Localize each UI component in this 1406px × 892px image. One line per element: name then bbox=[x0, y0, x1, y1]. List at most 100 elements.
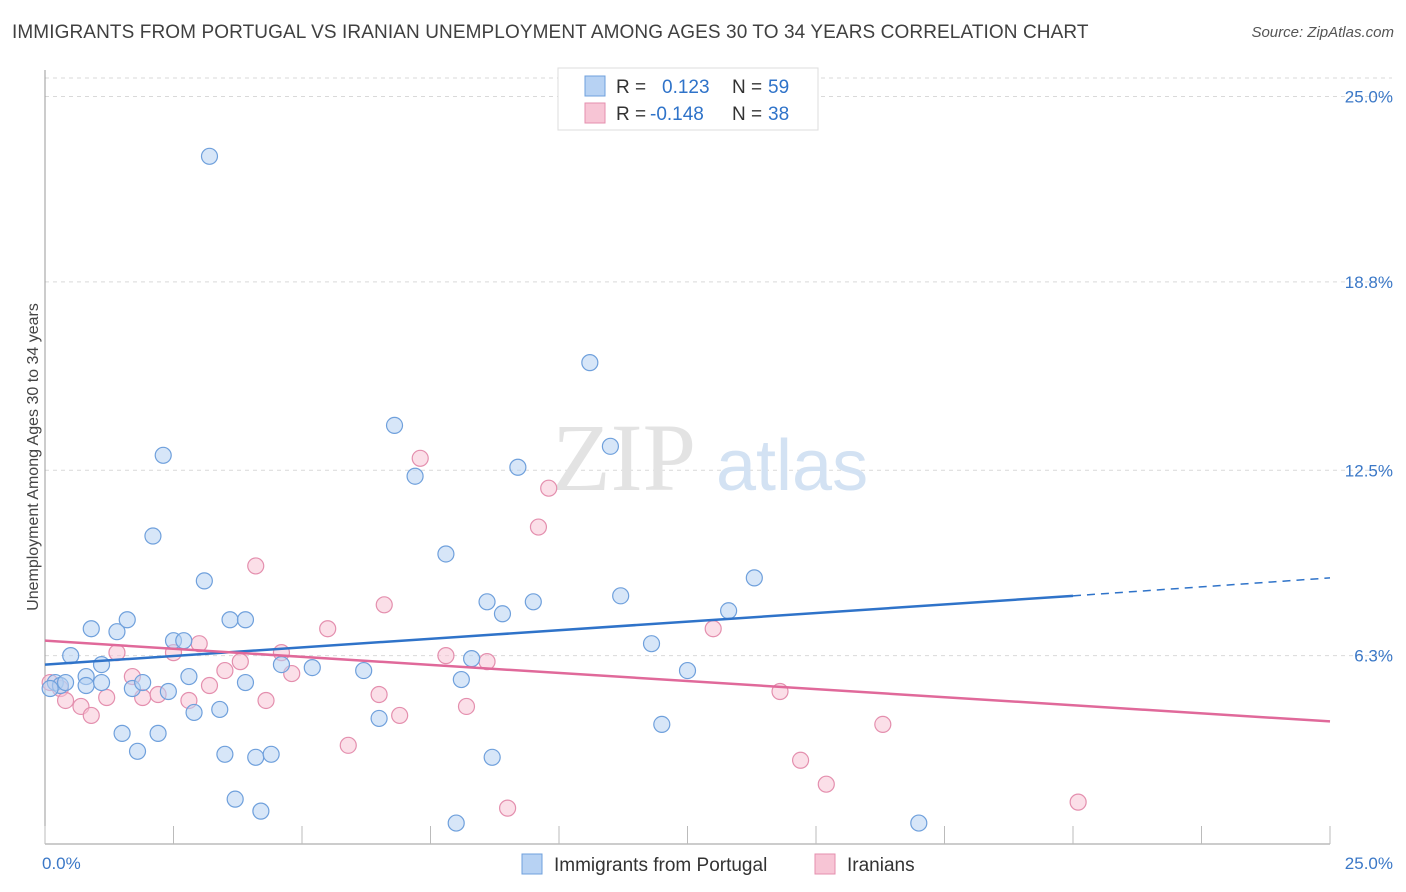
iranians-point bbox=[817, 775, 835, 793]
iranians-point bbox=[375, 596, 393, 614]
portugal-point bbox=[236, 673, 255, 692]
portugal-point bbox=[601, 437, 620, 455]
iranians-point bbox=[540, 479, 558, 497]
portugal-point bbox=[720, 602, 738, 620]
portugal-point bbox=[252, 802, 270, 820]
iranians-point bbox=[791, 751, 810, 769]
legend-swatch-pink bbox=[584, 102, 606, 124]
watermark-zip: ZIP bbox=[552, 404, 696, 511]
portugal-point bbox=[221, 611, 239, 629]
portugal-point bbox=[41, 679, 59, 698]
portugal-point bbox=[113, 724, 131, 742]
iranians-point bbox=[411, 449, 429, 467]
portugal-point bbox=[92, 673, 111, 692]
portugal-point bbox=[226, 790, 244, 808]
portugal-point bbox=[154, 446, 172, 464]
watermark: ZIP atlas bbox=[552, 404, 868, 511]
portugal-point bbox=[56, 673, 75, 692]
portugal-point bbox=[118, 611, 136, 629]
portugal-point bbox=[745, 569, 763, 587]
iranians-point bbox=[1069, 793, 1087, 811]
portugal-point bbox=[216, 745, 234, 763]
iranians-point bbox=[704, 620, 722, 638]
portugal-point bbox=[524, 593, 542, 611]
portugal-point bbox=[108, 623, 126, 641]
series-legend-label-portugal: Immigrants from Portugal bbox=[554, 855, 767, 876]
portugal-point bbox=[180, 667, 198, 686]
chart-title: IMMIGRANTS FROM PORTUGAL VS IRANIAN UNEM… bbox=[12, 22, 1089, 43]
portugal-point bbox=[910, 814, 928, 832]
iranians-point bbox=[499, 799, 517, 817]
iranians-point bbox=[457, 697, 476, 716]
source-label: Source: ZipAtlas.com bbox=[1251, 24, 1394, 41]
portugal-point bbox=[77, 676, 95, 695]
portugal-point bbox=[236, 611, 255, 629]
portugal-point bbox=[581, 354, 599, 372]
iranians-point bbox=[231, 653, 249, 671]
portugal-point bbox=[134, 673, 152, 692]
legend-r-value: 0.123 bbox=[662, 77, 710, 98]
portugal-point bbox=[493, 605, 512, 623]
portugal-point bbox=[478, 593, 496, 611]
iranians-point bbox=[370, 685, 388, 704]
iranians-point bbox=[874, 715, 892, 734]
grid-lines bbox=[45, 77, 1392, 657]
portugal-point bbox=[247, 748, 265, 766]
portugal-point bbox=[355, 661, 373, 680]
series-legend-swatch-portugal bbox=[521, 853, 543, 875]
axes bbox=[44, 70, 1331, 845]
y-tick-labels: 6.3% 12.5% 18.8% 25.0% bbox=[1345, 88, 1393, 666]
iranians-point bbox=[391, 706, 409, 725]
portugal-point bbox=[185, 703, 203, 722]
iranians-point bbox=[82, 706, 100, 725]
portugal-trend-line bbox=[44, 594, 1074, 666]
portugal-point bbox=[653, 715, 671, 734]
y-tick-label: 25.0% bbox=[1345, 88, 1393, 107]
portugal-point bbox=[612, 587, 630, 605]
portugal-point bbox=[175, 632, 193, 650]
series-legend-label-iranians: Iranians bbox=[847, 855, 915, 876]
portugal-point bbox=[642, 635, 661, 653]
iranians-point bbox=[247, 557, 265, 575]
iranians-point bbox=[200, 676, 219, 695]
portugal-point bbox=[463, 650, 481, 668]
legend-r-label: R = bbox=[616, 77, 646, 98]
portugal-point bbox=[128, 742, 147, 760]
series-legend: Immigrants from Portugal Iranians bbox=[521, 853, 915, 876]
stats-legend: R = 0.123 N = 59 R = -0.148 N = 38 bbox=[557, 67, 819, 131]
portugal-point bbox=[385, 416, 404, 434]
iranians-trend-line bbox=[44, 639, 1331, 723]
iranians-point bbox=[437, 647, 455, 665]
iranians-point bbox=[319, 620, 337, 638]
portugal-point bbox=[92, 655, 111, 674]
portugal-point bbox=[149, 724, 167, 742]
legend-n-label: N = bbox=[732, 104, 762, 125]
portugal-point bbox=[370, 709, 388, 728]
legend-n-value: 38 bbox=[768, 104, 789, 125]
portugal-point bbox=[509, 458, 527, 476]
portugal-point bbox=[82, 620, 100, 638]
watermark-atlas: atlas bbox=[716, 426, 868, 506]
iranians-point bbox=[257, 691, 275, 710]
portugal-point bbox=[483, 748, 501, 766]
portugal-point bbox=[447, 814, 465, 832]
portugal-point bbox=[272, 655, 291, 674]
portugal-point bbox=[159, 682, 177, 701]
x-tick-label: 25.0% bbox=[1345, 854, 1393, 873]
y-tick-label: 12.5% bbox=[1345, 461, 1393, 480]
portugal-point bbox=[62, 647, 80, 665]
legend-n-value: 59 bbox=[768, 77, 789, 98]
y-axis-label: Unemployment Among Ages 30 to 34 years bbox=[25, 303, 42, 611]
legend-r-label: R = bbox=[616, 104, 646, 125]
series-portugal-points bbox=[41, 147, 928, 832]
portugal-point bbox=[144, 527, 162, 545]
iranians-point bbox=[339, 736, 357, 754]
portugal-point bbox=[437, 545, 455, 563]
iranians-point bbox=[529, 518, 548, 536]
series-legend-swatch-iranians bbox=[814, 853, 836, 875]
y-tick-label: 6.3% bbox=[1354, 647, 1393, 666]
iranians-point bbox=[56, 691, 75, 710]
iranians-point bbox=[98, 688, 116, 707]
portugal-point bbox=[262, 745, 280, 763]
